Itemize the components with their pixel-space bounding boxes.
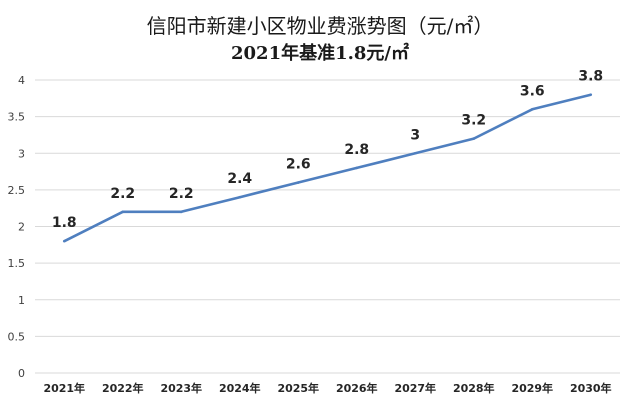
- data-point: [355, 166, 359, 170]
- data-point: [589, 93, 593, 96]
- data-point: [238, 195, 242, 199]
- x-tick-label: 2028年: [453, 381, 495, 395]
- data-point: [62, 239, 66, 243]
- y-tick-label: 1: [18, 294, 25, 307]
- data-label: 3.2: [461, 113, 486, 129]
- x-tick-label: 2024年: [219, 381, 261, 395]
- data-point: [296, 181, 300, 184]
- y-tick-label: 1.5: [8, 257, 26, 270]
- y-tick-label: 3: [18, 147, 25, 160]
- data-label: 3.6: [520, 83, 545, 99]
- data-point: [530, 108, 534, 111]
- chart-title: 信阳市新建小区物业费涨势图（元/㎡）: [146, 14, 494, 38]
- gridlines: [35, 79, 620, 374]
- y-tick-label: 4: [18, 74, 25, 87]
- data-label: 2.4: [227, 171, 252, 187]
- data-point: [413, 151, 417, 155]
- y-tick-label: 2: [18, 221, 25, 234]
- y-tick-label: 0: [18, 367, 25, 380]
- y-tick-label: 2.5: [8, 184, 26, 197]
- data-label: 2.8: [344, 142, 369, 158]
- data-label: 1.8: [52, 215, 77, 231]
- data-labels: 1.8 2.2 2.2 2.4 2.6 2.8 3 3.2 3.6 3.8: [52, 69, 603, 231]
- chart-subtitle: 2021年基准1.8元/㎡: [231, 43, 409, 64]
- data-point: [472, 137, 476, 140]
- data-label: 3.8: [578, 69, 603, 85]
- data-label: 3: [410, 127, 420, 143]
- x-tick-label: 2030年: [570, 381, 612, 395]
- x-tick-label: 2023年: [160, 381, 202, 395]
- data-label: 2.2: [110, 186, 135, 202]
- y-tick-label: 3.5: [8, 111, 26, 124]
- data-point: [121, 210, 125, 214]
- x-tick-label: 2027年: [394, 381, 436, 395]
- x-axis-ticks: 2021年 2022年 2023年 2024年 2025年 2026年 2027年 2028年…: [43, 381, 611, 395]
- y-tick-label: 0.5: [8, 330, 26, 343]
- x-tick-label: 2026年: [336, 381, 378, 395]
- series-layer: [62, 93, 593, 243]
- data-label: 2.2: [169, 186, 194, 202]
- data-label: 2.6: [286, 157, 311, 173]
- x-tick-label: 2022年: [102, 381, 144, 395]
- x-tick-label: 2021年: [43, 381, 85, 395]
- x-tick-label: 2029年: [511, 381, 553, 395]
- x-tick-label: 2025年: [277, 381, 319, 395]
- series-line: [63, 93, 592, 243]
- y-axis-ticks: 0 0.5 1 1.5 2 2.5 3 3.5 4: [8, 74, 26, 380]
- data-point: [179, 210, 183, 214]
